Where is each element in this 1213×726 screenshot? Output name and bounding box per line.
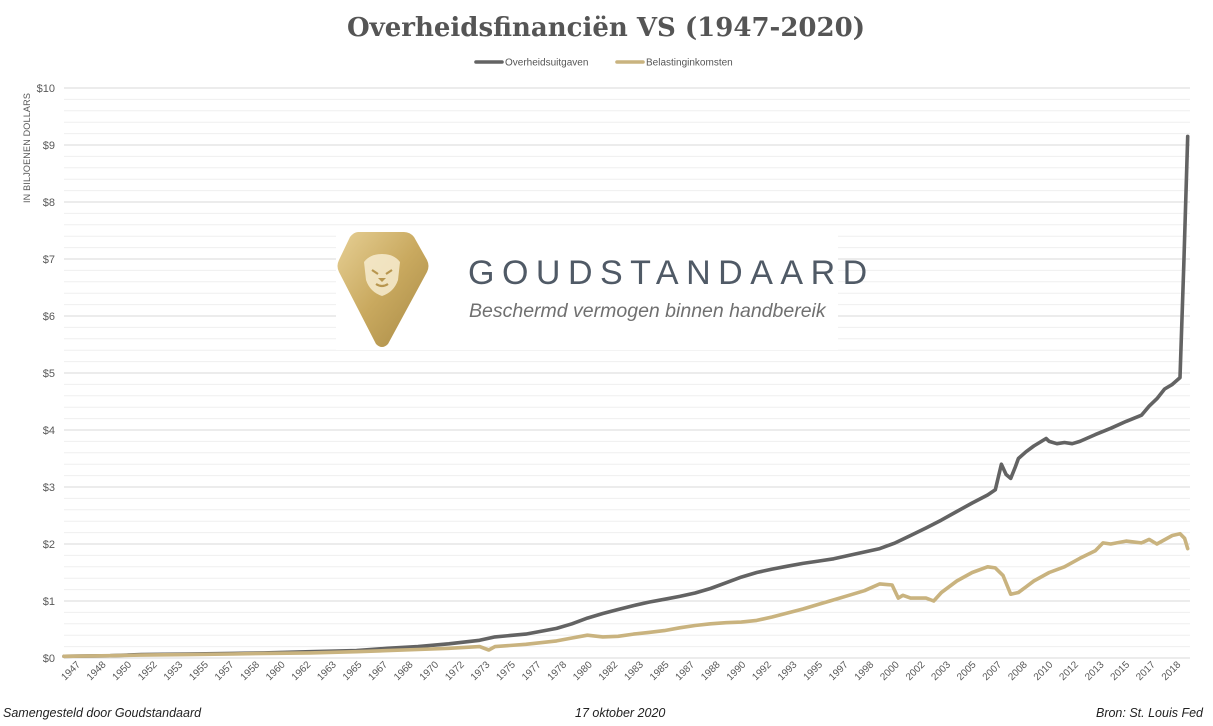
y-tick-label: $8: [43, 197, 55, 209]
x-tick-label: 1985: [648, 659, 672, 683]
x-tick-label: 1973: [469, 659, 493, 683]
x-tick-label: 1947: [59, 659, 83, 683]
x-ticks: 1947 1948 1950 1952 1953 1955 1957 1958 1960 1962…: [59, 659, 1183, 683]
legend: Overheidsuitgaven Belastinginkomsten: [474, 58, 733, 69]
y-axis-label: IN BILJOENEN DOLLARS: [22, 93, 32, 203]
footer-source: Bron: St. Louis Fed: [1095, 706, 1203, 720]
logo-brand: GOUDSTANDAARD: [468, 254, 875, 292]
x-tick-label: 2015: [1109, 659, 1133, 683]
x-tick-label: 2008: [1006, 659, 1030, 683]
x-tick-label: 2005: [955, 659, 979, 683]
x-tick-label: 1995: [802, 659, 826, 683]
x-tick-label: 1982: [597, 659, 621, 683]
x-tick-label: 2013: [1083, 659, 1107, 683]
chart-title: Overheidsfinanciën VS (1947-2020): [347, 13, 865, 43]
y-tick-label: $1: [43, 596, 55, 608]
x-tick-label: 1988: [699, 659, 723, 683]
x-tick-label: 1978: [546, 659, 570, 683]
y-tick-label: $0: [43, 653, 55, 665]
x-tick-label: 1998: [853, 659, 877, 683]
y-tick-label: $5: [43, 368, 55, 380]
x-tick-label: 1970: [418, 659, 442, 683]
x-tick-label: 1975: [494, 659, 518, 683]
x-tick-label: 1960: [264, 659, 288, 683]
footer-credit: Samengesteld door Goudstandaard: [3, 706, 202, 720]
x-tick-label: 1983: [622, 659, 646, 683]
y-tick-label: $3: [43, 482, 55, 494]
x-tick-label: 1980: [571, 659, 595, 683]
x-tick-label: 1948: [85, 659, 109, 683]
x-tick-label: 2012: [1057, 659, 1081, 683]
x-tick-label: 1990: [725, 659, 749, 683]
x-tick-label: 1992: [750, 659, 774, 683]
y-tick-label: $6: [43, 311, 55, 323]
y-tick-label: $2: [43, 539, 55, 551]
y-tick-label: $10: [37, 83, 55, 95]
x-tick-label: 1972: [443, 659, 467, 683]
x-tick-label: 2018: [1160, 659, 1184, 683]
x-tick-label: 2003: [930, 659, 954, 683]
x-tick-label: 2007: [981, 659, 1005, 683]
footer-date: 17 oktober 2020: [575, 706, 666, 720]
x-tick-label: 2017: [1134, 659, 1158, 683]
x-tick-label: 2010: [1032, 659, 1056, 683]
x-tick-label: 1977: [520, 659, 544, 683]
x-tick-label: 2000: [878, 659, 902, 683]
watermark-logo: GOUDSTANDAARD Beschermd vermogen binnen …: [336, 226, 867, 350]
y-tick-label: $7: [43, 254, 55, 266]
y-ticks: $0 $1 $2 $3 $4 $5 $6 $7 $8 $9 $10: [37, 83, 55, 665]
x-tick-label: 1963: [315, 659, 339, 683]
legend-label: Belastinginkomsten: [646, 58, 733, 69]
x-tick-label: 1955: [187, 659, 211, 683]
x-tick-label: 1950: [111, 659, 135, 683]
x-tick-label: 1957: [213, 659, 237, 683]
x-tick-label: 1967: [367, 659, 391, 683]
x-tick-label: 1987: [674, 659, 698, 683]
series-line-belastinginkomsten: [62, 531, 1190, 659]
series-line-overheidsuitgaven: [62, 134, 1190, 659]
legend-label: Overheidsuitgaven: [505, 58, 588, 69]
lion-shield-icon: [337, 232, 429, 347]
x-tick-label: 1965: [341, 659, 365, 683]
series: [62, 134, 1190, 659]
x-tick-label: 1958: [239, 659, 263, 683]
y-tick-label: $4: [43, 425, 55, 437]
grid: [64, 87, 1190, 659]
logo-tagline: Beschermd vermogen binnen handbereik: [469, 300, 826, 322]
x-tick-label: 1993: [776, 659, 800, 683]
x-tick-label: 1953: [162, 659, 186, 683]
x-tick-label: 1968: [392, 659, 416, 683]
y-tick-label: $9: [43, 140, 55, 152]
x-tick-label: 1962: [290, 659, 314, 683]
x-tick-label: 2002: [904, 659, 928, 683]
x-tick-label: 1952: [136, 659, 160, 683]
x-tick-label: 1997: [827, 659, 851, 683]
